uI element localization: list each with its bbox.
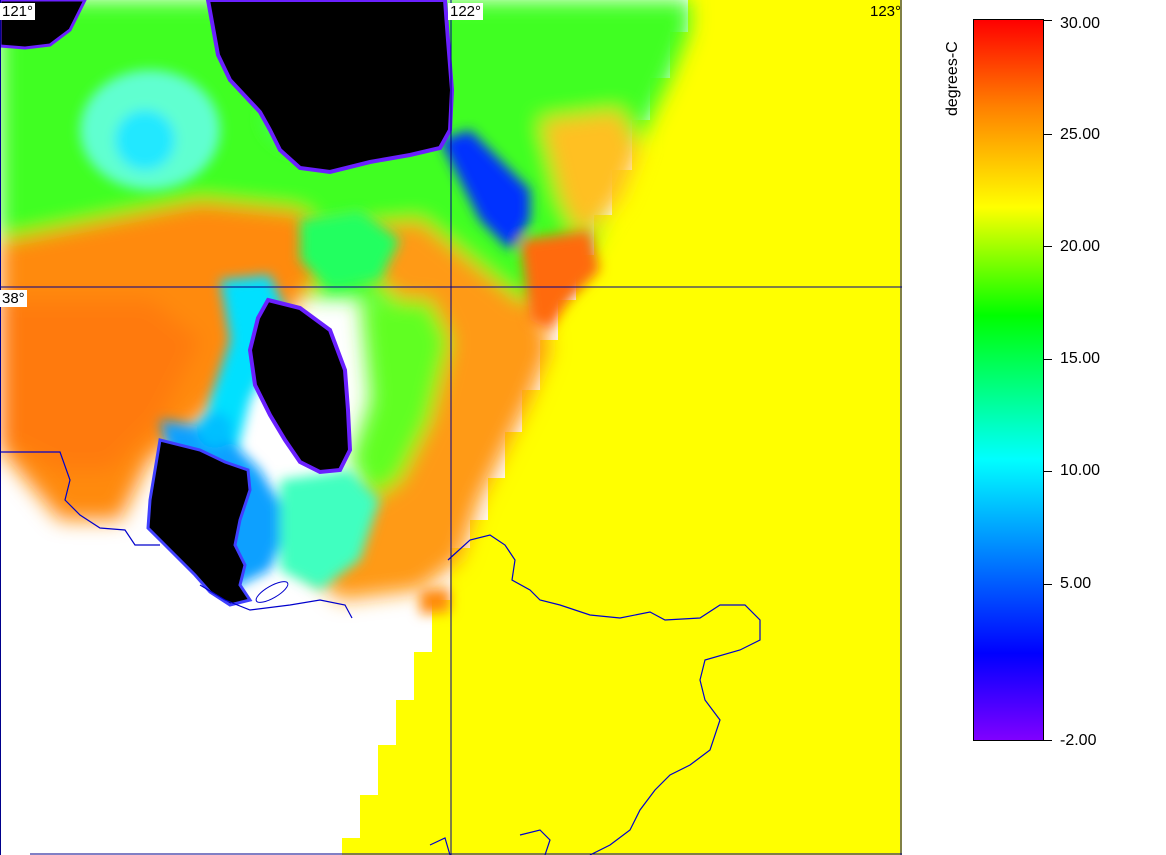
graticule	[0, 0, 902, 855]
coastlines	[0, 451, 761, 855]
temperature-map[interactable]: 121° 122° 123° 38°	[0, 0, 902, 855]
colorbar-tick	[1044, 740, 1052, 741]
longitude-label-123: 123°	[870, 3, 902, 20]
colorbar-tick-label: 5.00	[1060, 575, 1092, 592]
colorbar-tick	[1044, 359, 1052, 360]
colorbar-tick-label: 15.00	[1060, 350, 1101, 367]
land-island	[247, 297, 353, 475]
colorbar-tick-label: 25.00	[1060, 126, 1101, 143]
longitude-label-122: 122°	[448, 3, 484, 20]
colorbar-tick	[1044, 134, 1052, 135]
colorbar-tick-label: 30.00	[1060, 15, 1101, 32]
latitude-label-38: 38°	[0, 290, 27, 307]
colorbar-tick-label: 10.00	[1060, 462, 1101, 479]
colorbar-gradient	[973, 19, 1044, 741]
colorbar-tick	[1044, 20, 1052, 21]
colorbar-tick	[1044, 584, 1052, 585]
colorbar-tick	[1044, 246, 1052, 247]
small-island	[255, 581, 289, 603]
longitude-label-121: 121°	[0, 3, 36, 20]
open-sea-area	[342, 0, 902, 855]
land-areas	[0, 0, 455, 607]
colorbar-tick-label: -2.00	[1060, 732, 1097, 749]
colorbar-title: degrees-C	[944, 41, 961, 116]
colorbar-tick	[1044, 471, 1052, 472]
colorbar-tick-label: 20.00	[1060, 238, 1101, 255]
land-peninsula	[146, 438, 253, 607]
